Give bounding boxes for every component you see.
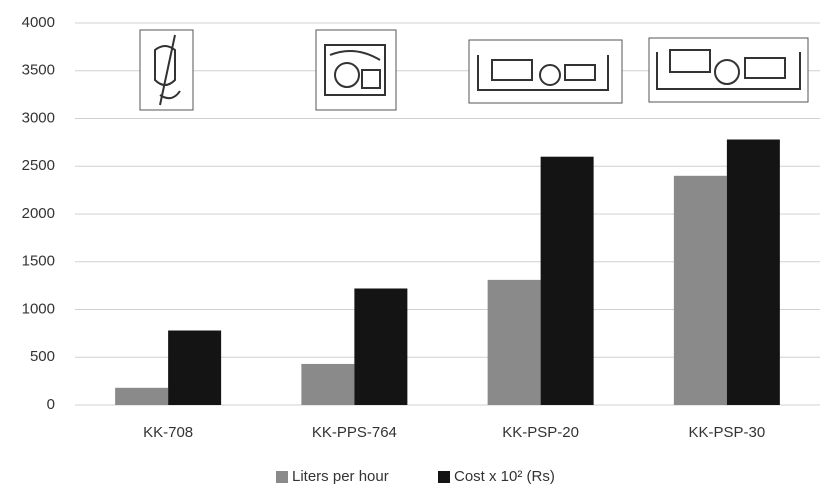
y-tick-label: 3000 (22, 109, 55, 126)
grid: 0 500 1000 1500 2000 2500 3000 3500 4000 (22, 14, 820, 413)
y-tick-label: 3500 (22, 62, 55, 79)
bar (301, 363, 355, 405)
x-tick-label: KK-PPS-764 (312, 424, 397, 441)
legend: Liters per hour Cost x 10² (Rs) (276, 468, 555, 485)
product-images (139, 29, 809, 111)
x-tick-label: KK-PSP-30 (689, 424, 766, 441)
legend-label: Liters per hour (292, 468, 389, 485)
x-tick-label: KK-PSP-20 (502, 424, 579, 441)
legend-label: Cost x 10² (Rs) (454, 468, 555, 485)
bar (673, 175, 727, 405)
bar (168, 330, 222, 405)
y-tick-label: 1500 (22, 253, 55, 270)
bars: KK-708 KK-PPS-764 KK-PSP-20 KK-PSP-30 (115, 139, 780, 441)
bar (487, 279, 541, 405)
product-image (315, 29, 397, 111)
product-image (648, 37, 809, 103)
y-tick-label: 0 (47, 396, 55, 413)
y-tick-label: 4000 (22, 14, 55, 31)
bar (726, 139, 780, 405)
product-image (139, 29, 194, 111)
bar (354, 288, 408, 405)
product-image (468, 39, 623, 104)
legend-swatch (276, 471, 288, 483)
y-tick-label: 1000 (22, 300, 55, 317)
y-tick-label: 500 (30, 348, 55, 365)
x-tick-label: KK-708 (143, 424, 193, 441)
legend-swatch (438, 471, 450, 483)
y-tick-label: 2500 (22, 157, 55, 174)
bar (115, 387, 169, 405)
y-tick-label: 2000 (22, 205, 55, 222)
bar (540, 156, 594, 405)
